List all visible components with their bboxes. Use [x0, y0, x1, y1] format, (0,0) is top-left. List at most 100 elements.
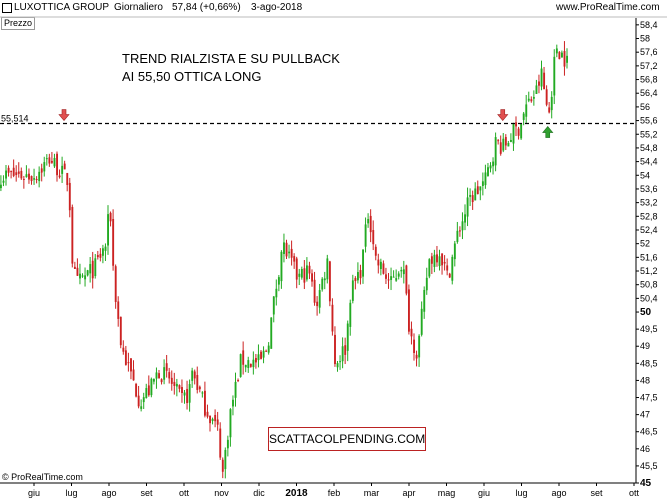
candle-body — [2, 180, 5, 183]
y-tick-label: 46,5 — [640, 427, 658, 437]
candle-body — [168, 372, 171, 379]
candle-body — [277, 277, 280, 285]
candle-body — [86, 270, 89, 276]
candle-body — [321, 278, 324, 290]
candle-body — [293, 256, 296, 262]
sell-arrow-icon — [58, 109, 70, 121]
candle-body — [117, 301, 120, 319]
candle-body — [204, 390, 206, 416]
candle-body — [232, 399, 234, 407]
candle-body — [15, 172, 18, 176]
candle-body — [402, 269, 405, 275]
y-axis: 58,4 58 57,6 57,2 56,8 56,4 56 55,6 55,2 54,8 54,4… — [636, 20, 658, 489]
candle-body — [510, 139, 512, 142]
level-label: 55,514 — [1, 114, 29, 124]
x-tick-label: ott — [629, 488, 640, 498]
candle-body — [308, 265, 311, 274]
y-tick-label: 57,2 — [640, 61, 658, 71]
buy-arrow-icon — [542, 126, 554, 138]
candle-body — [438, 256, 441, 267]
candle-body — [155, 372, 158, 379]
candle-body — [0, 184, 2, 189]
candle-body — [413, 339, 415, 353]
candle-body — [316, 301, 319, 307]
candle-body — [512, 123, 515, 144]
candle-body — [418, 335, 421, 358]
candle-body — [527, 98, 530, 101]
candle-body — [461, 221, 464, 231]
candle-body — [61, 165, 64, 174]
timeframe: Giornaliero — [114, 2, 163, 13]
candle-body — [114, 266, 117, 302]
candle-body — [415, 354, 418, 359]
candle-body — [262, 350, 265, 358]
y-tick-label: 56,4 — [640, 88, 658, 98]
candle-body — [224, 449, 227, 470]
candle-body — [392, 276, 395, 278]
candle-body — [142, 397, 145, 403]
candle-body — [73, 266, 76, 269]
candle-body — [367, 219, 370, 224]
y-tick-label: 48 — [640, 375, 650, 385]
candle-body — [451, 256, 454, 281]
copyright: © ProRealTime.com — [2, 472, 83, 482]
candle-body — [81, 275, 84, 277]
site-url: www.ProRealTime.com — [556, 2, 660, 13]
candle-body — [91, 260, 94, 279]
candle-body — [94, 258, 97, 277]
candle-body — [561, 52, 563, 58]
y-tick-label: 52 — [640, 239, 650, 249]
candle-body — [311, 273, 313, 282]
y-tick-label: 47 — [640, 410, 650, 420]
candle-body — [48, 157, 51, 164]
candle-body — [441, 253, 444, 266]
candle-body — [275, 288, 278, 298]
window-box-icon[interactable] — [2, 3, 12, 13]
x-tick-label: mag — [438, 488, 456, 498]
candle-body — [71, 206, 74, 264]
candle-body — [453, 243, 456, 260]
candle-body — [20, 170, 23, 179]
x-tick-label: giu — [28, 488, 40, 498]
last-price: 57,84 (+0,66%) — [172, 2, 241, 13]
candle-body — [349, 302, 352, 327]
candle-body — [288, 251, 291, 254]
candle-body — [476, 186, 479, 195]
candle-body — [214, 414, 217, 422]
candle-body — [10, 171, 13, 173]
candle-body — [229, 409, 232, 438]
candle-body — [102, 248, 104, 256]
candle-body — [336, 363, 339, 368]
candle-body — [430, 256, 433, 264]
y-tick-label: 52,8 — [640, 211, 658, 221]
candle-body — [492, 161, 495, 167]
candle-body — [5, 170, 7, 179]
y-tick-label: 54,4 — [640, 157, 658, 167]
x-tick-label: ott — [179, 488, 190, 498]
candle-body — [538, 81, 540, 86]
candle-body — [494, 137, 497, 166]
level-group: 55,514 — [0, 114, 636, 125]
candle-body — [265, 350, 268, 352]
candle-body — [244, 364, 247, 368]
candle-body — [165, 363, 168, 371]
x-tick-label: giu — [478, 488, 490, 498]
candle-body — [295, 258, 298, 280]
candle-body — [38, 171, 41, 182]
candle-body — [206, 411, 209, 417]
candle-body — [390, 276, 393, 280]
x-axis: giu lug ago set ott nov dic 2018 feb mar apr mag giu… — [28, 483, 640, 499]
annotation-line-2: AI 55,50 OTTICA LONG — [122, 69, 261, 84]
candle-body — [216, 419, 219, 425]
candle-body — [328, 261, 331, 302]
candle-body — [211, 418, 214, 421]
candle-body — [267, 345, 270, 353]
x-tick-label: mar — [364, 488, 380, 498]
candle-body — [522, 113, 525, 120]
candle-body — [504, 137, 507, 146]
candle-body — [242, 350, 245, 365]
candle-body — [425, 277, 428, 291]
candle-body — [234, 381, 237, 398]
candle-body — [193, 371, 196, 379]
candle-body — [420, 308, 423, 335]
